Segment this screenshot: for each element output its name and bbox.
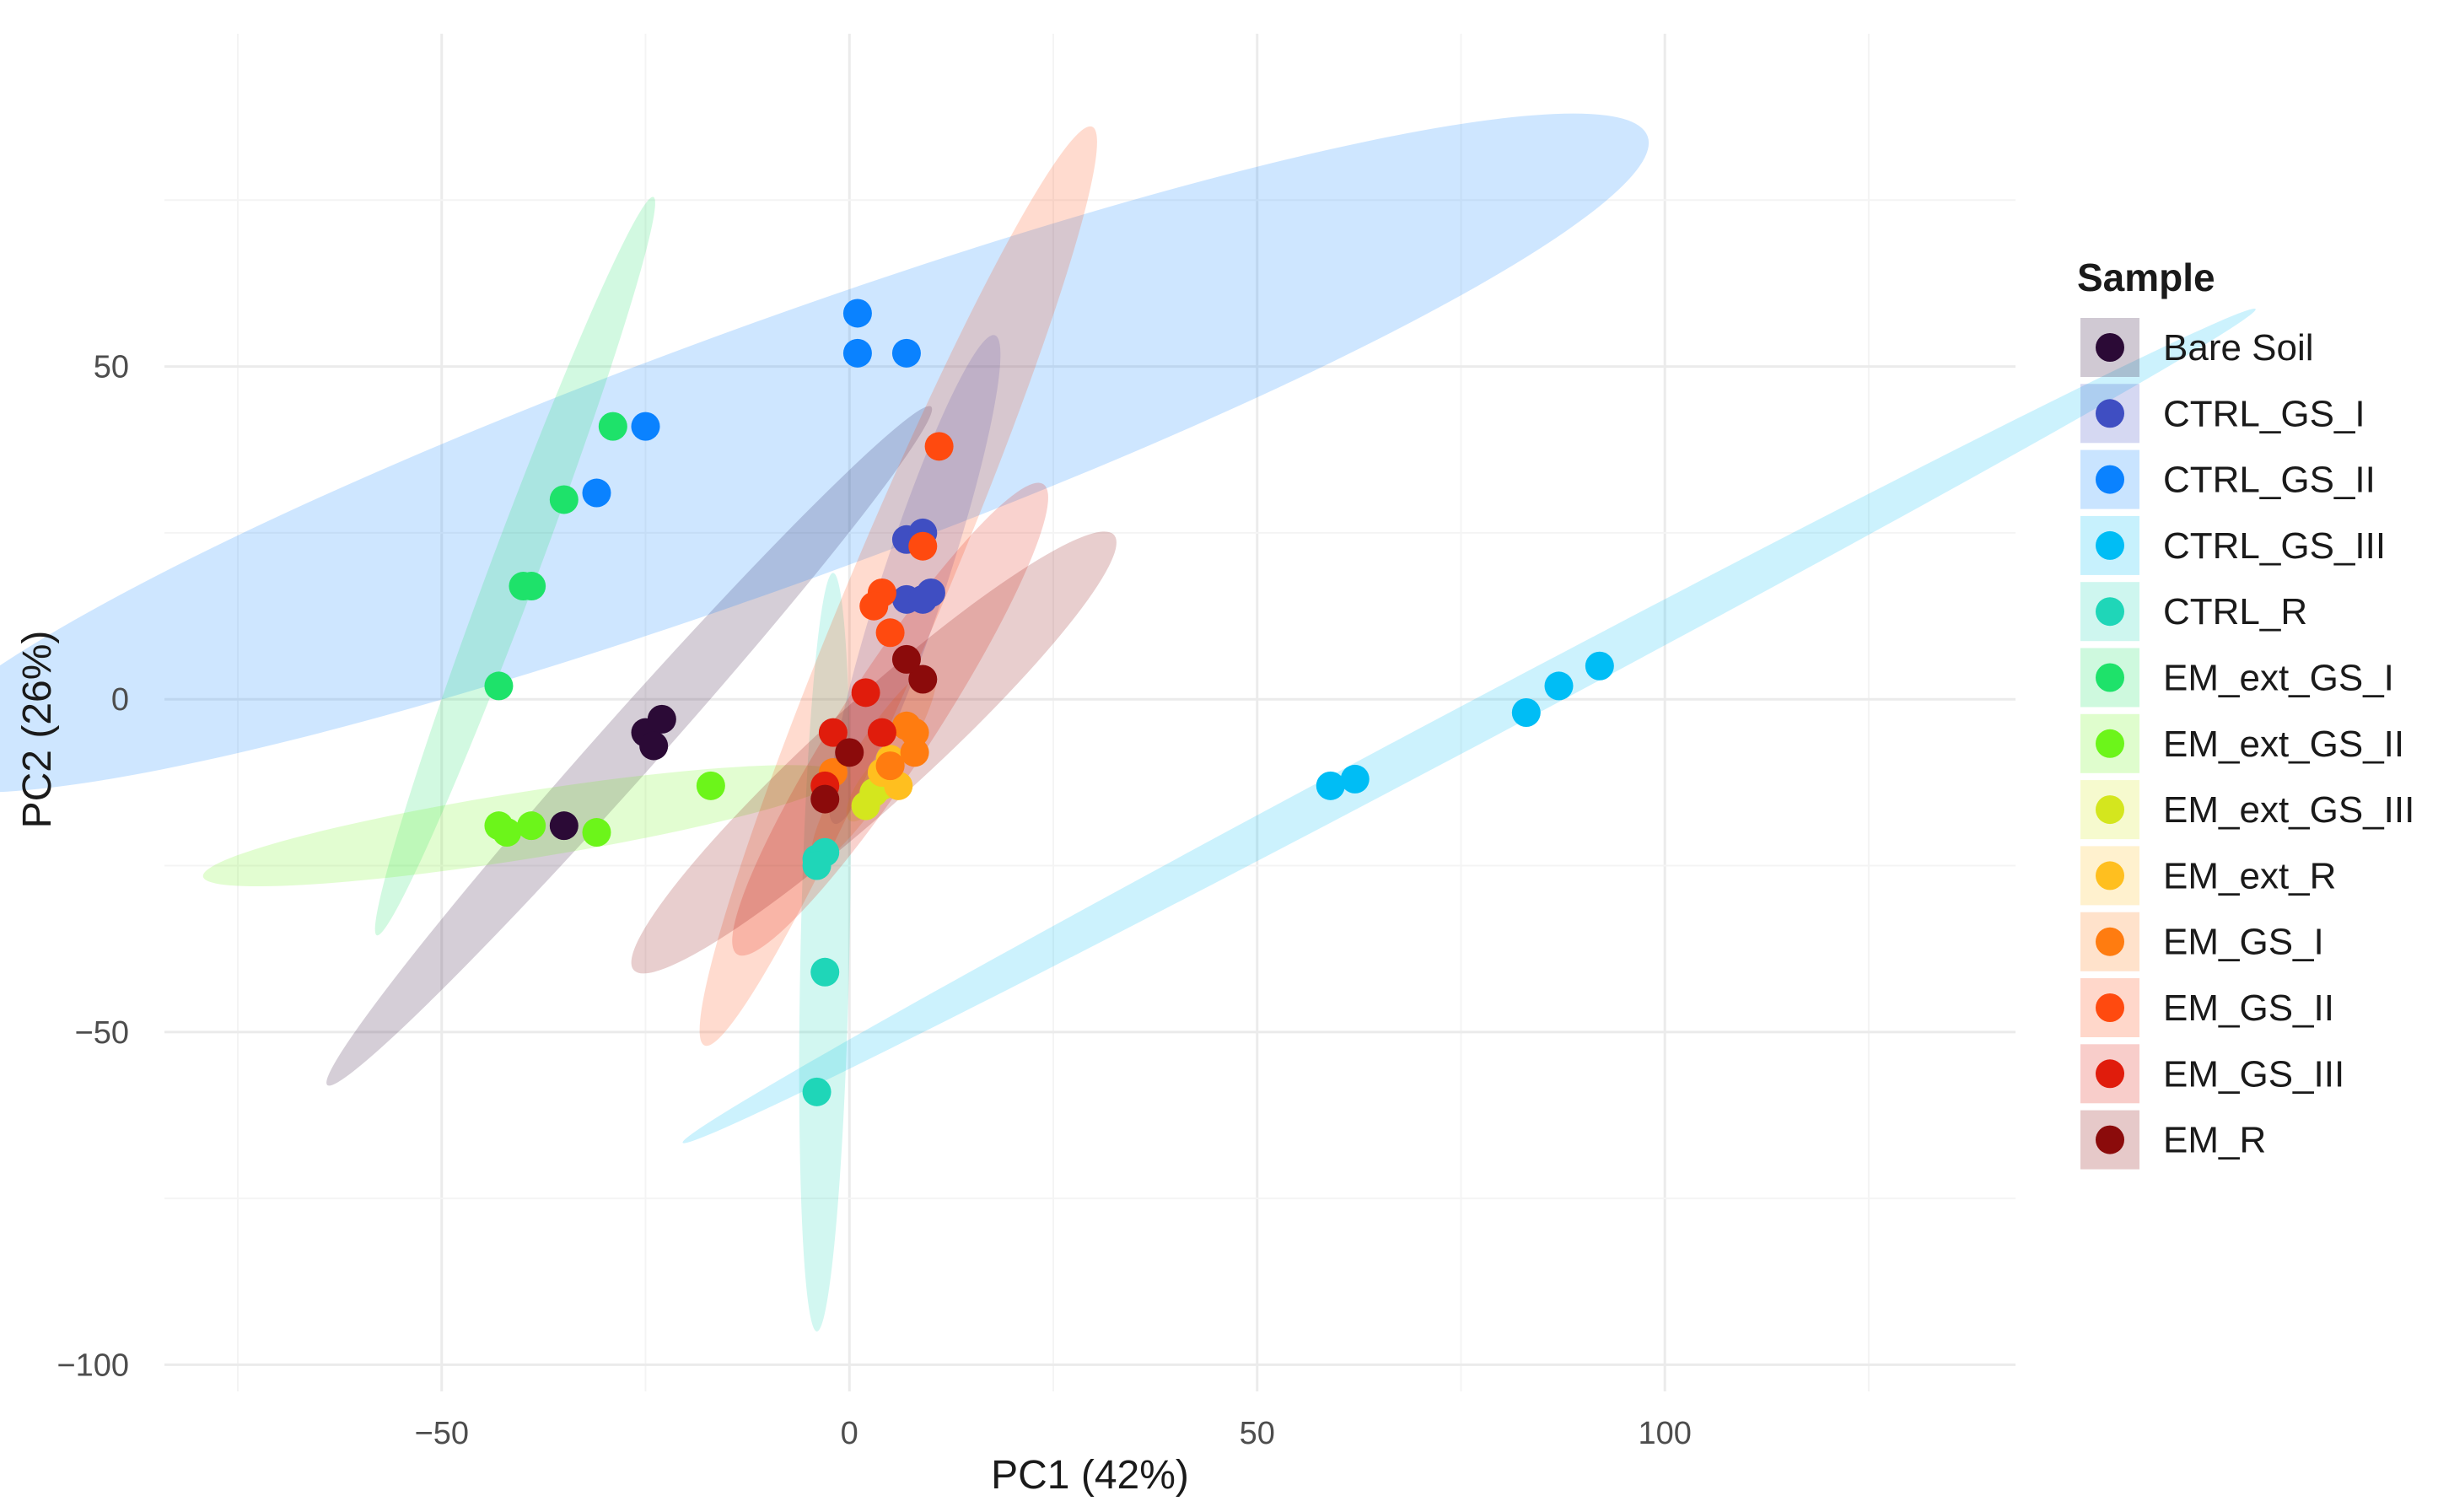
point-em-ext-gs-ii	[582, 818, 611, 847]
point-em-ext-gs-ii	[492, 818, 522, 847]
point-ctrl-gs-ii	[842, 338, 872, 368]
point-ctrl-gs-iii	[1316, 771, 1345, 800]
point-em-gs-i	[875, 751, 905, 781]
point-bare-soil	[639, 731, 669, 761]
point-em-gs-i	[900, 738, 929, 767]
legend-swatch-em-ext-gs-i	[2096, 663, 2124, 692]
point-bare-soil	[549, 811, 579, 841]
point-em-ext-gs-ii	[696, 771, 725, 800]
ellipse-ctrl-gs-iii	[682, 308, 2256, 1143]
legend-label-em-r: EM_R	[2163, 1120, 2266, 1161]
legend-swatch-em-ext-gs-ii	[2096, 729, 2124, 758]
point-em-gs-ii	[875, 618, 905, 648]
point-ctrl-r	[802, 851, 832, 880]
ellipse-ctrl-gs-ii	[0, 113, 1650, 793]
point-ctrl-r	[810, 957, 840, 987]
point-ctrl-gs-iii	[1340, 764, 1370, 794]
axis-ticks: −50 0 50 100 −100 −50 0 50	[57, 350, 1692, 1451]
legend-swatch-em-gs-ii	[2096, 993, 2124, 1022]
y-axis-title: PC2 (26%)	[15, 631, 60, 829]
point-em-gs-iii	[818, 718, 848, 747]
legend-swatch-em-gs-i	[2096, 927, 2124, 956]
point-em-gs-ii	[924, 432, 954, 461]
ellipse-em-gs-ii	[699, 126, 1097, 1047]
point-em-gs-i	[900, 718, 929, 747]
legend-label-em-ext-gs-iii: EM_ext_GS_III	[2163, 789, 2414, 831]
point-em-gs-iii	[867, 718, 896, 747]
point-em-gs-ii	[908, 531, 938, 561]
point-em-ext-gs-i	[549, 485, 579, 514]
point-ctrl-gs-iii	[1511, 698, 1541, 727]
point-ctrl-r	[802, 1077, 832, 1106]
point-em-r	[835, 738, 864, 767]
legend-swatch-em-ext-r	[2096, 861, 2124, 891]
legend-label-em-gs-iii: EM_GS_III	[2163, 1053, 2344, 1095]
legend-title: Sample	[2077, 256, 2215, 299]
point-ctrl-gs-ii	[842, 299, 872, 328]
point-ctrl-gs-iii	[1544, 671, 1574, 701]
legend-items: Bare Soil CTRL_GS_I CTRL_GS_II CTRL_GS_III C…	[2080, 318, 2414, 1170]
legend-swatch-em-r	[2096, 1125, 2124, 1154]
legend-swatch-em-ext-gs-iii	[2096, 795, 2124, 825]
legend-label-em-ext-gs-ii: EM_ext_GS_II	[2163, 724, 2404, 765]
point-em-r	[908, 665, 938, 694]
x-tick-label: 50	[1240, 1416, 1275, 1451]
y-tick-label: 0	[111, 682, 129, 718]
gridlines	[164, 34, 2016, 1391]
legend-label-em-ext-gs-i: EM_ext_GS_I	[2163, 658, 2394, 699]
ellipse-bare-soil	[326, 406, 933, 1086]
point-bare-soil	[647, 704, 676, 734]
point-em-ext-gs-i	[509, 572, 538, 601]
y-tick-label: 50	[94, 350, 129, 385]
legend-label-em-gs-ii: EM_GS_II	[2163, 987, 2334, 1029]
legend-swatch-ctrl-r	[2096, 597, 2124, 627]
legend-swatch-bare-soil	[2096, 333, 2124, 362]
point-em-r	[810, 784, 840, 814]
legend-label-ctrl-r: CTRL_R	[2163, 591, 2307, 632]
x-tick-label: 100	[1639, 1416, 1692, 1451]
ellipse-em-r	[631, 531, 1117, 974]
legend-label-ctrl-gs-i: CTRL_GS_I	[2163, 393, 2365, 434]
legend-swatch-em-gs-iii	[2096, 1059, 2124, 1089]
point-em-gs-ii	[859, 591, 889, 621]
point-em-ext-gs-ii	[517, 811, 546, 841]
point-em-ext-gs-i	[598, 412, 627, 441]
point-em-r	[891, 644, 921, 674]
point-ctrl-gs-ii	[631, 412, 660, 441]
point-em-ext-gs-i	[484, 671, 514, 701]
x-tick-label: −50	[415, 1416, 469, 1451]
point-ctrl-gs-i	[908, 584, 938, 614]
point-ctrl-gs-ii	[582, 478, 611, 508]
legend-label-em-gs-i: EM_GS_I	[2163, 922, 2324, 963]
legend-swatch-ctrl-gs-ii	[2096, 465, 2124, 494]
point-ctrl-gs-iii	[1585, 651, 1614, 681]
legend-label-ctrl-gs-iii: CTRL_GS_III	[2163, 525, 2386, 567]
legend-label-em-ext-r: EM_ext_R	[2163, 855, 2336, 896]
ellipse-em-gs-iii	[732, 482, 1048, 956]
legend-label-ctrl-gs-ii: CTRL_GS_II	[2163, 460, 2376, 501]
legend: Sample Bare Soil CTRL_GS_I CTRL_GS_II CTRL_…	[2077, 256, 2414, 1170]
y-tick-label: −50	[75, 1015, 129, 1051]
point-ctrl-gs-ii	[891, 338, 921, 368]
x-tick-label: 0	[841, 1416, 858, 1451]
scatter-points	[484, 299, 1614, 1106]
point-em-gs-iii	[851, 678, 880, 708]
legend-swatch-ctrl-gs-iii	[2096, 530, 2124, 560]
legend-swatch-ctrl-gs-i	[2096, 399, 2124, 428]
x-axis-title: PC1 (42%)	[991, 1453, 1189, 1498]
ellipse-em-ext-gs-i	[374, 196, 655, 936]
legend-label-bare-soil: Bare Soil	[2163, 327, 2314, 369]
y-tick-label: −100	[57, 1348, 129, 1383]
